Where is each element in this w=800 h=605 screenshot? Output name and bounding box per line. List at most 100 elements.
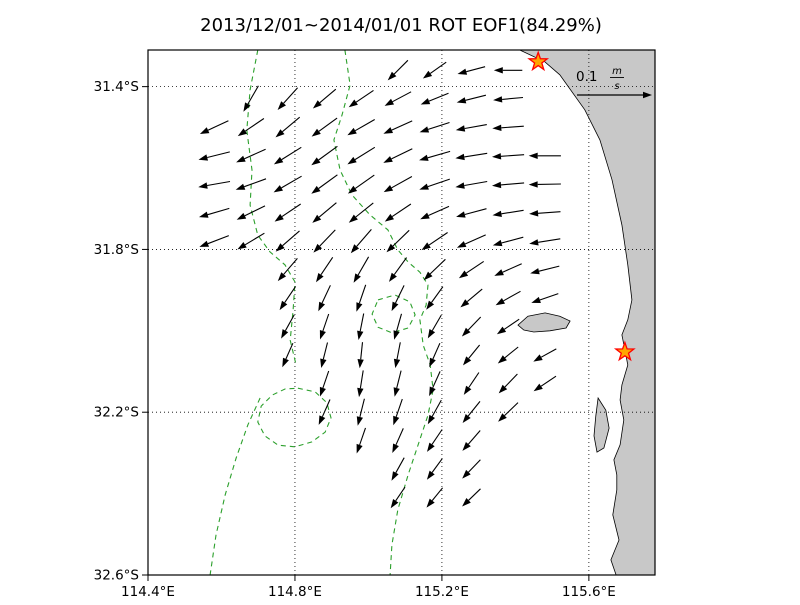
current-vector-shaft [319, 146, 338, 160]
current-vector-shaft [358, 257, 369, 275]
current-vector-head [311, 157, 320, 165]
current-vector-shaft [505, 374, 518, 387]
current-vector-shaft [245, 119, 264, 132]
current-vector-head [529, 153, 538, 159]
current-vector-head [422, 242, 431, 250]
current-vector-head [320, 387, 326, 397]
current-vector-head [463, 356, 471, 365]
current-vector-shaft [360, 399, 365, 417]
current-vector-head [529, 239, 538, 245]
current-vector-head [394, 387, 400, 397]
current-vector-shaft [464, 182, 487, 186]
x-tick-label: 115.6°E [562, 584, 616, 600]
current-vector-shaft [244, 149, 265, 158]
current-vector-shaft [281, 176, 301, 188]
scale-unit-denominator: s [614, 81, 619, 92]
current-vector-shaft [428, 123, 449, 130]
current-vector-shaft [394, 258, 406, 275]
current-vector-head [428, 415, 435, 424]
current-vector-head [275, 214, 284, 222]
current-vector-shaft [286, 343, 293, 359]
current-vector-head [383, 127, 393, 134]
current-vector-shaft [320, 89, 336, 103]
current-vector-shaft [428, 206, 449, 215]
current-vector-head [354, 273, 361, 282]
current-vector-head [312, 129, 321, 137]
current-vector-shaft [539, 266, 559, 271]
current-vector-shaft [430, 259, 445, 274]
current-vector-shaft [432, 400, 441, 416]
current-vector-shaft [208, 236, 229, 244]
y-tick-label: 31.8°S [94, 242, 139, 258]
current-vector-shaft [538, 239, 560, 243]
current-vector-head [383, 156, 393, 163]
current-vector-head [426, 301, 434, 310]
current-vector-shaft [282, 117, 299, 132]
current-vector-shaft [538, 212, 561, 214]
current-vector-head [320, 359, 326, 369]
garden-island-polygon [594, 398, 609, 452]
current-vector-shaft [207, 182, 230, 186]
current-vector-shaft [433, 371, 440, 387]
current-vector-head [493, 96, 502, 102]
x-tick-label: 114.4°E [121, 584, 175, 600]
current-vector-shaft [502, 237, 524, 243]
current-vector-shaft [396, 399, 402, 417]
current-vector-head [199, 212, 209, 218]
current-vector-shaft [429, 93, 449, 101]
current-vector-head [357, 388, 363, 397]
x-tick-label: 115.2°E [415, 584, 469, 600]
current-vector-shaft [396, 487, 405, 501]
current-vector-head [385, 99, 394, 106]
current-vector-head [421, 98, 431, 104]
current-vector-shaft [430, 62, 446, 73]
current-vector-shaft [505, 403, 519, 416]
current-vector-head [427, 443, 435, 452]
current-vector-shaft [319, 203, 336, 217]
current-vector-shaft [505, 347, 518, 358]
current-vector-head [534, 384, 543, 392]
current-vector-head [530, 268, 540, 274]
scale-unit-numerator: m [612, 66, 622, 77]
current-vector-shaft [428, 151, 450, 157]
current-vector-shaft [323, 314, 329, 331]
current-vector-head [392, 444, 399, 454]
current-vector-shaft [503, 264, 522, 273]
current-vector-shaft [468, 460, 480, 473]
current-vector-shaft [285, 315, 294, 331]
chart-title: 2013/12/01~2014/01/01 ROT EOF1(84.29%) [200, 15, 602, 36]
current-vector-head [419, 155, 429, 161]
current-vector-head [316, 273, 324, 282]
current-vector-shaft [392, 204, 411, 217]
current-vector-head [456, 125, 465, 131]
current-vector-head [494, 269, 504, 276]
current-vector-head [529, 181, 538, 187]
current-vector-shaft [208, 208, 230, 214]
current-vector-head [198, 182, 207, 188]
current-vector-head [238, 128, 247, 136]
current-vector-head [529, 210, 538, 216]
current-vector-shaft [501, 210, 523, 214]
current-vector-shaft [392, 177, 412, 188]
current-vector-shaft [469, 345, 480, 358]
current-vector-shaft [502, 98, 523, 100]
current-vector-shaft [504, 319, 519, 329]
current-vector-head [347, 157, 356, 165]
current-vector-head [494, 67, 503, 73]
x-tick-label: 114.8°E [268, 584, 322, 600]
current-vector-shaft [396, 428, 403, 444]
current-vector-shaft [428, 179, 450, 187]
current-vector-shaft [360, 428, 366, 445]
scale-value-label: 0.1 [576, 69, 597, 85]
current-vector-shaft [466, 67, 485, 72]
current-vector-head [274, 157, 283, 165]
current-vector-shaft [540, 294, 559, 300]
current-vector-head [199, 154, 209, 160]
current-vector-head [320, 330, 326, 340]
current-vector-shaft [468, 317, 481, 330]
current-vector-head [533, 354, 542, 361]
current-vector-head [356, 302, 362, 312]
current-vector-shaft [355, 120, 375, 131]
current-vector-head [274, 185, 283, 192]
